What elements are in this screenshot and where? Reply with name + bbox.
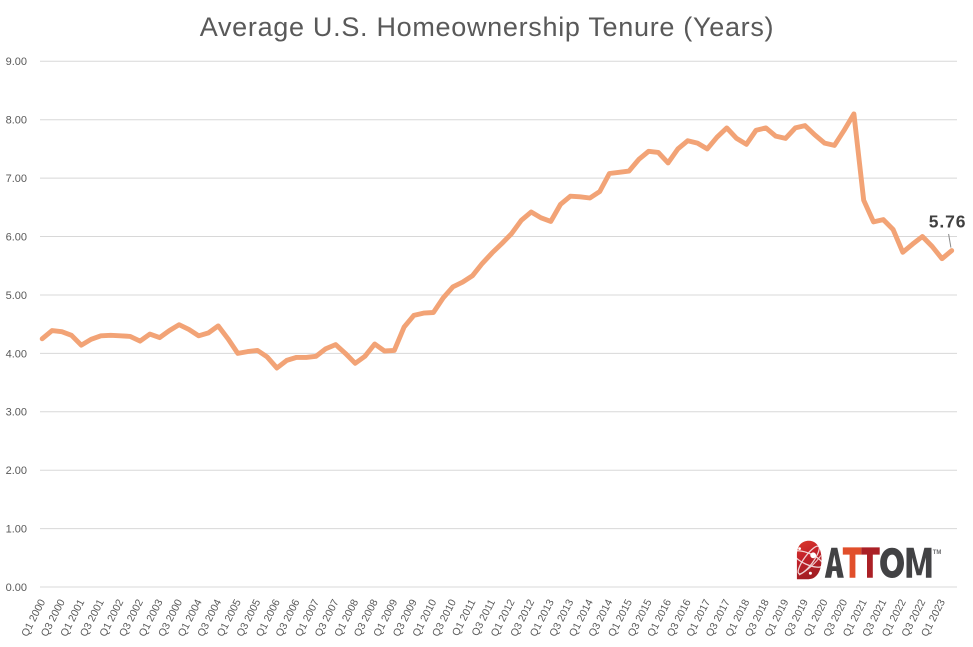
- svg-text:5.76: 5.76: [929, 212, 967, 232]
- svg-text:6.00: 6.00: [6, 231, 27, 243]
- svg-text:8.00: 8.00: [6, 115, 27, 127]
- svg-text:2.00: 2.00: [6, 465, 27, 477]
- svg-text:9.00: 9.00: [6, 56, 27, 68]
- svg-text:0.00: 0.00: [6, 582, 27, 594]
- svg-text:TM: TM: [933, 550, 942, 556]
- svg-text:7.00: 7.00: [6, 173, 27, 185]
- svg-text:5.00: 5.00: [6, 290, 27, 302]
- svg-text:3.00: 3.00: [6, 407, 27, 419]
- svg-text:1.00: 1.00: [6, 524, 27, 536]
- svg-text:Average U.S. Homeownership Ten: Average U.S. Homeownership Tenure (Years…: [200, 12, 775, 42]
- svg-text:4.00: 4.00: [6, 348, 27, 360]
